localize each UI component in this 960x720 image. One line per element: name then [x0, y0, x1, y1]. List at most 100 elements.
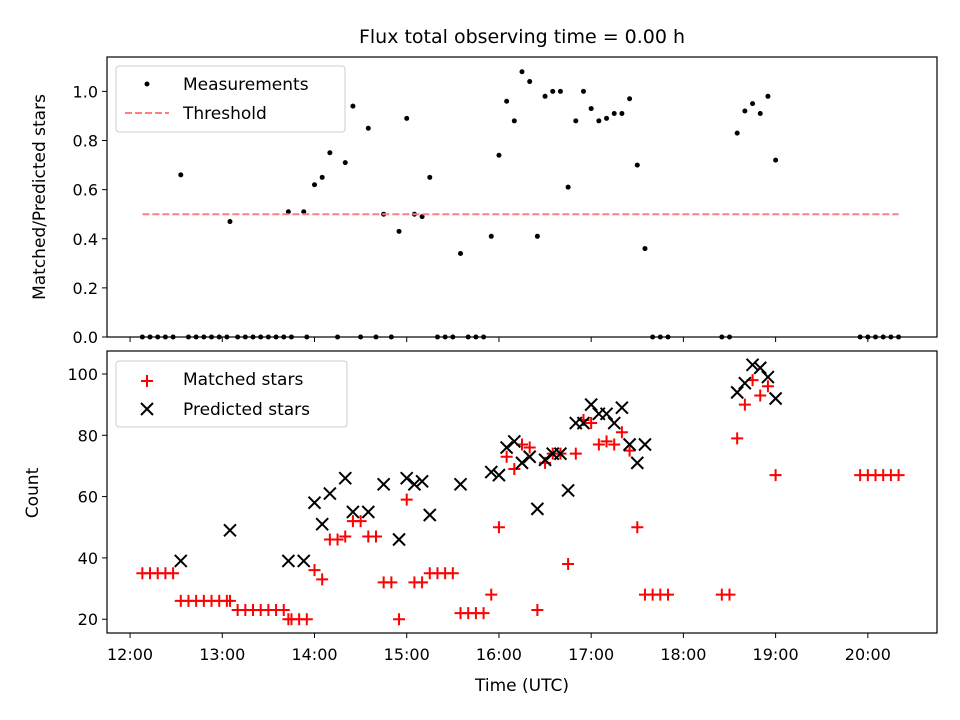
xtick-label: 19:00 — [753, 645, 799, 664]
measurement-point — [519, 69, 525, 75]
matched-star-point — [485, 588, 498, 601]
measurement-point — [573, 118, 579, 124]
predicted-star-point — [768, 391, 783, 406]
matched-star-point — [369, 530, 382, 543]
predicted-star-point — [576, 416, 591, 430]
legend-matched-marker — [141, 375, 153, 387]
bottom-ytick-label: 20 — [78, 610, 98, 629]
matched-star-point — [631, 521, 644, 534]
matched-star-point — [761, 380, 774, 393]
measurement-point — [734, 130, 740, 136]
predicted-star-point — [281, 554, 296, 568]
predicted-star-point — [522, 450, 537, 464]
predicted-star-point — [415, 474, 429, 488]
xtick-label: 17:00 — [568, 645, 614, 664]
top-plot-area — [139, 69, 902, 340]
measurement-point — [427, 174, 433, 180]
predicted-star-point — [376, 477, 391, 492]
xtick-label: 20:00 — [845, 645, 891, 664]
predicted-star-point — [392, 532, 406, 547]
matched-star-point — [623, 444, 636, 457]
measurement-point — [642, 246, 648, 252]
measurement-point — [312, 182, 317, 188]
matched-star-point — [339, 530, 352, 543]
matched-star-point — [600, 435, 613, 448]
measurement-point — [178, 172, 184, 178]
predicted-star-point — [730, 385, 744, 400]
matched-star-point — [354, 515, 367, 528]
measurement-point — [557, 88, 563, 94]
bottom-y-axis-label: Count — [23, 467, 43, 518]
matched-star-point — [738, 398, 751, 411]
predicted-star-point — [515, 456, 529, 470]
measurement-point — [588, 106, 594, 112]
legend-measurements-label: Measurements — [183, 75, 309, 95]
top-y-axis-label: Matched/Predicted stars — [30, 94, 50, 300]
legend-matched-label: Matched stars — [183, 370, 303, 390]
predicted-star-point — [530, 502, 545, 516]
measurement-point — [488, 233, 494, 239]
top-axes-frame — [106, 56, 938, 338]
predicted-star-point — [323, 486, 337, 501]
measurement-point — [285, 209, 291, 215]
predicted-star-point — [361, 505, 376, 519]
matched-star-point — [662, 588, 675, 601]
xtick-label: 16:00 — [476, 645, 522, 664]
matched-star-point — [223, 594, 236, 607]
matched-star-point — [508, 463, 521, 476]
predicted-star-point — [346, 505, 360, 519]
measurement-point — [611, 110, 617, 116]
predicted-star-point — [584, 397, 598, 412]
matched-star-point — [615, 426, 628, 439]
matched-star-point — [393, 613, 406, 626]
matched-star-point — [446, 567, 459, 580]
bottom-ytick-label: 40 — [78, 549, 98, 568]
measurement-point — [765, 93, 771, 99]
matched-star-point — [562, 558, 575, 571]
x-axis-label: Time (UTC) — [474, 676, 569, 696]
matched-star-point — [300, 613, 313, 626]
predicted-star-point — [745, 358, 760, 372]
bottom-legend: Matched stars Predicted stars — [115, 360, 348, 428]
predicted-star-point — [561, 483, 575, 498]
measurement-point — [327, 150, 333, 156]
matched-star-point — [531, 604, 544, 617]
measurement-point — [396, 228, 402, 234]
bottom-ytick-label: 60 — [78, 488, 98, 507]
predicted-star-point — [174, 554, 188, 568]
predicted-star-point — [315, 517, 329, 531]
predicted-star-point — [753, 361, 767, 375]
measurement-point — [350, 103, 356, 109]
measurement-point — [565, 184, 571, 190]
predicted-star-point — [297, 554, 311, 568]
xtick-label: 15:00 — [384, 645, 430, 664]
legend-predicted-label: Predicted stars — [183, 400, 310, 420]
measurement-point — [550, 88, 556, 94]
predicted-star-point — [507, 434, 522, 449]
top-ytick-label: 0.4 — [73, 230, 98, 249]
predicted-star-point — [423, 508, 437, 522]
measurement-point — [419, 214, 425, 220]
matched-star-point — [277, 604, 290, 617]
predicted-star-point — [538, 453, 552, 467]
predicted-star-point — [607, 416, 621, 430]
measurement-point — [742, 108, 748, 114]
predicted-star-point — [622, 437, 637, 452]
matched-star-point — [523, 441, 536, 454]
matched-star-point — [569, 447, 582, 460]
measurement-point — [458, 250, 464, 256]
matched-star-point — [477, 607, 490, 620]
matched-star-point — [585, 417, 598, 430]
predicted-star-point — [638, 437, 652, 452]
xtick-label: 18:00 — [660, 645, 706, 664]
measurement-point — [365, 125, 371, 131]
matched-star-point — [731, 432, 744, 445]
measurement-point — [342, 160, 348, 166]
bottom-ytick-label: 80 — [78, 426, 98, 445]
measurement-point — [604, 115, 610, 121]
xtick-label: 12:00 — [107, 645, 153, 664]
matched-star-point — [167, 567, 180, 580]
predicted-star-point — [761, 370, 775, 384]
measurement-point — [627, 96, 633, 102]
top-legend: Measurements Threshold — [115, 65, 346, 133]
